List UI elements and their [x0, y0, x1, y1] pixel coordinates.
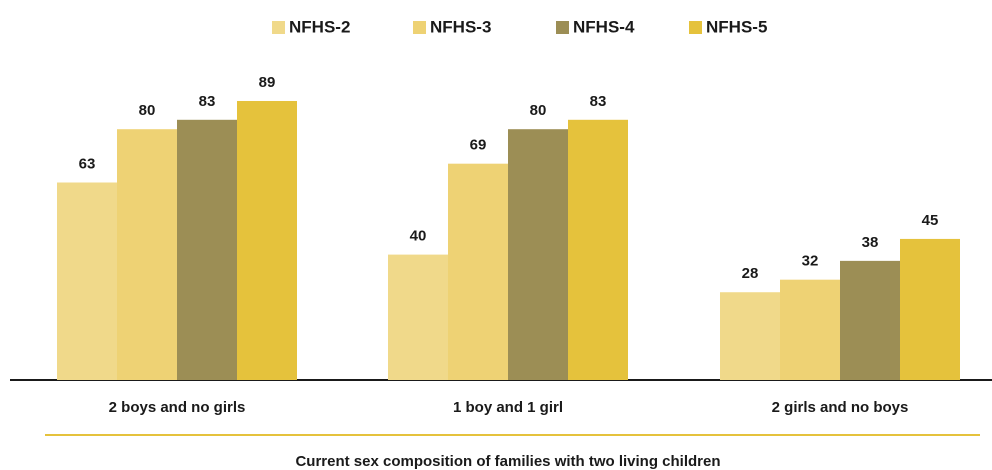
value-label: 38	[862, 234, 879, 251]
legend-label: NFHS-2	[289, 17, 350, 36]
x-tick-label: 2 boys and no girls	[109, 399, 246, 416]
x-tick-label: 1 boy and 1 girl	[453, 399, 563, 416]
legend-label: NFHS-5	[706, 17, 767, 36]
bar	[900, 238, 960, 380]
bar	[388, 254, 448, 380]
bar	[568, 119, 628, 381]
bar	[720, 292, 780, 380]
legend-swatch	[413, 21, 426, 34]
x-tick-label: 2 girls and no boys	[772, 399, 909, 416]
value-label: 80	[530, 102, 547, 119]
value-label: 32	[802, 253, 819, 270]
bar	[508, 129, 568, 380]
legend-swatch	[556, 21, 569, 34]
value-label: 83	[590, 93, 607, 110]
bar	[840, 260, 900, 380]
bar	[117, 129, 177, 380]
value-label: 83	[199, 93, 216, 110]
value-label: 28	[742, 265, 759, 282]
legend-label: NFHS-4	[573, 17, 635, 36]
value-label: 63	[79, 155, 96, 172]
value-label: 45	[922, 212, 939, 229]
legend-label: NFHS-3	[430, 17, 491, 36]
x-axis-label: Current sex composition of families with…	[295, 453, 720, 470]
bar	[780, 279, 840, 380]
bar	[177, 119, 237, 381]
bar	[237, 100, 297, 381]
legend-swatch	[272, 21, 285, 34]
value-label: 89	[259, 74, 276, 91]
value-label: 40	[410, 228, 427, 245]
bar	[448, 163, 508, 380]
value-label: 80	[139, 102, 156, 119]
value-label: 69	[470, 137, 487, 154]
legend-swatch	[689, 21, 702, 34]
bar	[57, 182, 117, 380]
